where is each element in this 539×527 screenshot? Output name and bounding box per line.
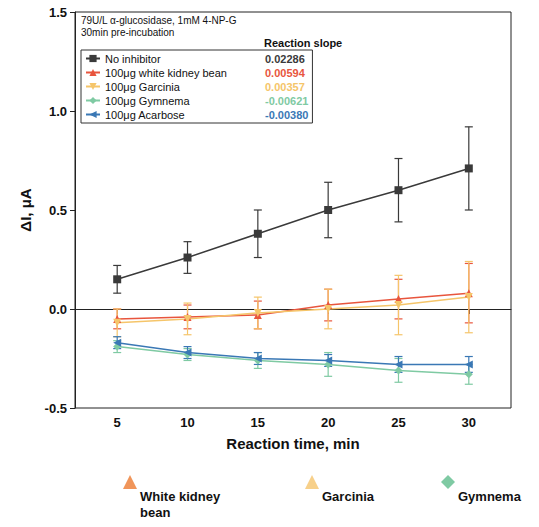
svg-text:100μg Garcinia: 100μg Garcinia	[105, 81, 181, 93]
svg-text:79U/L α-glucosidase, 1mM 4-NP-: 79U/L α-glucosidase, 1mM 4-NP-G	[81, 15, 237, 26]
svg-text:30min pre-incubation: 30min pre-incubation	[81, 27, 174, 38]
svg-text:White kidney: White kidney	[140, 489, 224, 504]
svg-text:Gymnema: Gymnema	[458, 489, 522, 504]
svg-text:1.5: 1.5	[49, 5, 67, 20]
svg-text:20: 20	[321, 415, 335, 430]
svg-text:bean: bean	[140, 505, 170, 520]
svg-text:-0.5: -0.5	[45, 401, 67, 416]
svg-text:-0.00380: -0.00380	[265, 109, 308, 121]
svg-text:0.00357: 0.00357	[265, 81, 305, 93]
svg-text:No inhibitor: No inhibitor	[105, 53, 161, 65]
svg-text:0.0: 0.0	[49, 302, 67, 317]
svg-text:0.5: 0.5	[49, 203, 67, 218]
svg-text:ΔI, μA: ΔI, μA	[17, 188, 34, 231]
svg-text:0.02286: 0.02286	[265, 53, 305, 65]
svg-text:25: 25	[391, 415, 405, 430]
svg-text:15: 15	[251, 415, 265, 430]
svg-text:100μg Gymnema: 100μg Gymnema	[105, 95, 190, 107]
svg-text:-0.00621: -0.00621	[265, 95, 308, 107]
svg-text:30: 30	[462, 415, 476, 430]
svg-text:1.0: 1.0	[49, 104, 67, 119]
svg-text:10: 10	[180, 415, 194, 430]
svg-text:5: 5	[114, 415, 121, 430]
svg-text:100μg Acarbose: 100μg Acarbose	[105, 109, 185, 121]
svg-text:Reaction slope: Reaction slope	[264, 37, 342, 49]
svg-text:0.00594: 0.00594	[265, 67, 306, 79]
svg-text:Garcinia: Garcinia	[322, 489, 375, 504]
svg-text:Reaction time, min: Reaction time, min	[226, 435, 359, 452]
svg-text:100μg white kidney bean: 100μg white kidney bean	[105, 67, 227, 79]
